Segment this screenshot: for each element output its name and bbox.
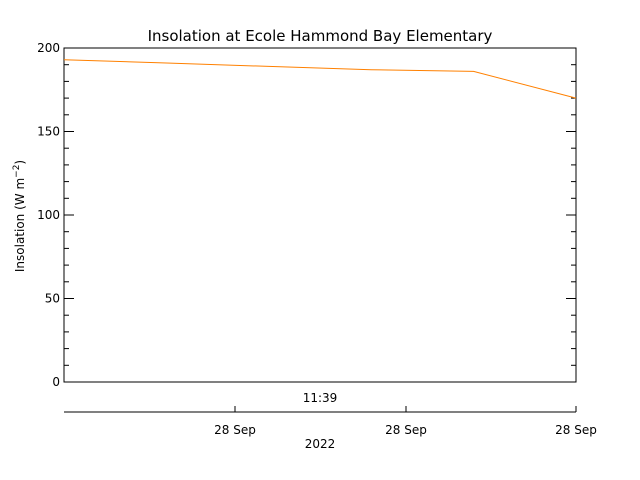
y-axis-label-text: Insolation (W m	[13, 178, 27, 272]
y-axis-label-exponent: −2	[12, 165, 22, 178]
date-tick-label: 28 Sep	[555, 423, 597, 437]
date-tick-label: 28 Sep	[214, 423, 256, 437]
date-axis-tick-labels: 28 Sep 28 Sep 28 Sep	[214, 423, 597, 437]
plot-frame	[63, 47, 577, 383]
year-label: 2022	[305, 437, 336, 451]
date-axis	[64, 406, 577, 413]
y-axis-tick-labels: 0 50 100 150 200	[37, 41, 60, 389]
y-axis-ticks	[64, 47, 576, 383]
chart-title: Insolation at Ecole Hammond Bay Elementa…	[148, 27, 493, 45]
y-tick-label: 100	[37, 208, 60, 222]
y-axis-label-close: )	[13, 160, 27, 165]
y-tick-label: 0	[52, 375, 60, 389]
y-tick-label: 150	[37, 125, 60, 139]
date-tick-label: 28 Sep	[385, 423, 427, 437]
y-tick-label: 200	[37, 41, 60, 55]
y-axis-label: Insolation (W m−2)	[12, 160, 27, 272]
time-label: 11:39	[303, 391, 338, 405]
y-tick-label: 50	[45, 292, 60, 306]
series-line-insolation	[63, 59, 577, 99]
plot-border	[63, 47, 577, 383]
